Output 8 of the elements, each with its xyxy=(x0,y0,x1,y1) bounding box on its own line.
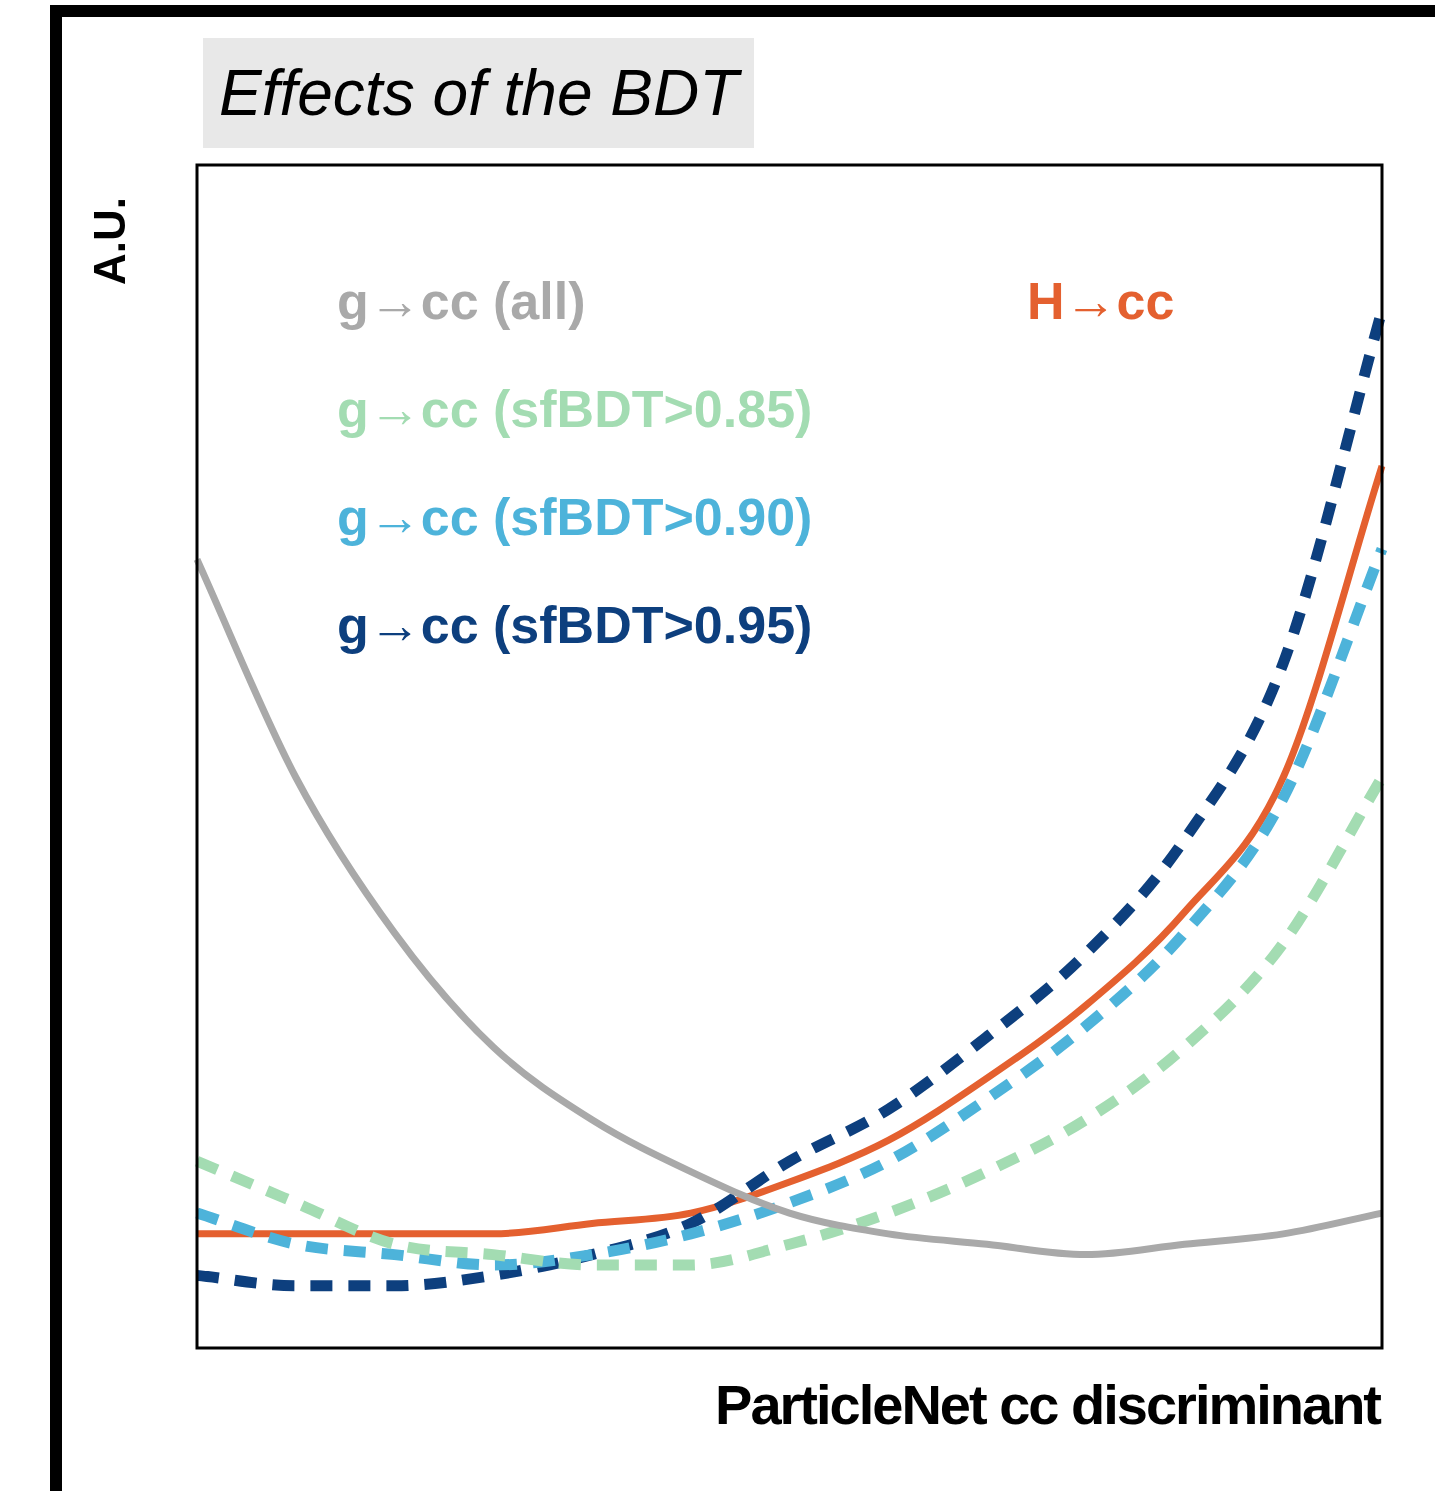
y-axis-title: A.U. xyxy=(85,197,135,285)
text: g→cc (sfBDT>0.90) xyxy=(337,488,813,547)
x-axis-title: ParticleNet cc discriminant xyxy=(715,1372,1380,1437)
text: g→cc (sfBDT>0.95) xyxy=(337,596,813,655)
chart-title: Effects of the BDT xyxy=(203,38,755,148)
text: g→cc (all) xyxy=(337,272,586,331)
text: g→cc (sfBDT>0.85) xyxy=(337,380,813,439)
text: H→cc xyxy=(1027,272,1175,331)
